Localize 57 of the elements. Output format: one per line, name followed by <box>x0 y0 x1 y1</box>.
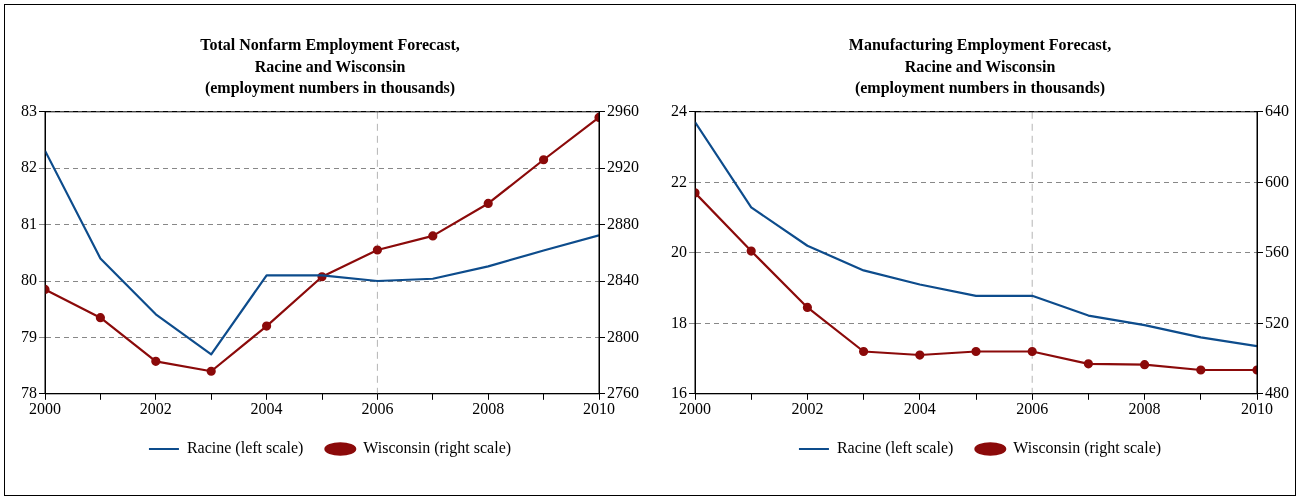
y2-tick-label: 2920 <box>607 158 639 176</box>
point <box>1027 346 1037 357</box>
point <box>372 245 382 255</box>
x-tick-label: 2010 <box>1241 399 1273 417</box>
x-tick-label: 2006 <box>361 399 394 417</box>
y2-tick-label: 560 <box>1265 243 1289 260</box>
legend-label: Wisconsin (right scale) <box>1013 439 1162 458</box>
point <box>95 313 105 323</box>
y-tick-label: 80 <box>21 271 37 289</box>
y2-tick-label: 2880 <box>607 214 639 232</box>
y-tick-label: 82 <box>21 158 37 176</box>
point <box>539 155 549 165</box>
y-tick-label: 81 <box>21 214 37 232</box>
y2-tick-label: 2760 <box>607 384 639 401</box>
chart-title: Total Nonfarm Employment Forecast, Racine and Wisconsin (employment numbers in thousands) <box>200 35 460 98</box>
point <box>262 321 272 331</box>
x-tick-label: 2010 <box>583 399 615 417</box>
point <box>746 246 756 256</box>
point <box>802 302 812 313</box>
x-tick-label: 2002 <box>791 399 824 417</box>
legend-label: Wisconsin (right scale) <box>363 439 512 458</box>
legend-label: Racine (left scale) <box>186 439 304 458</box>
y2-tick-label: 2800 <box>607 327 639 345</box>
point <box>971 346 981 357</box>
point <box>151 356 161 366</box>
point <box>483 198 493 209</box>
x-tick-label: 2000 <box>679 399 711 417</box>
y2-tick-label: 480 <box>1265 384 1289 401</box>
point <box>1083 359 1093 369</box>
chart-title: Manufacturing Employment Forecast, Racine and Wisconsin (employment numbers in thousands) <box>848 35 1112 98</box>
y-tick-label: 24 <box>671 102 687 119</box>
y-tick-label: 83 <box>21 102 37 119</box>
y-tick-label: 79 <box>21 327 37 345</box>
y2-tick-label: 2840 <box>607 271 639 289</box>
x-tick-label: 2002 <box>139 399 172 417</box>
point <box>1196 365 1206 375</box>
x-tick-label: 2000 <box>29 399 61 417</box>
y-tick-label: 16 <box>671 384 687 401</box>
y2-tick-label: 2960 <box>607 102 639 119</box>
legend-label: Racine (left scale) <box>836 439 954 458</box>
point <box>206 366 216 376</box>
point <box>1140 360 1150 370</box>
y2-tick-label: 640 <box>1265 102 1289 119</box>
y2-tick-label: 600 <box>1265 172 1289 190</box>
x-tick-label: 2008 <box>472 399 505 417</box>
point <box>859 346 869 357</box>
x-tick-label: 2006 <box>1016 399 1049 417</box>
point <box>428 231 438 241</box>
x-tick-label: 2008 <box>1128 399 1161 417</box>
y2-tick-label: 520 <box>1265 313 1289 331</box>
y-tick-label: 20 <box>671 243 687 260</box>
y-tick-label: 22 <box>671 172 687 190</box>
x-tick-label: 2004 <box>250 399 283 417</box>
y-tick-label: 18 <box>671 313 687 331</box>
y-tick-label: 78 <box>21 384 37 401</box>
x-tick-label: 2004 <box>903 399 936 417</box>
point <box>915 350 925 360</box>
